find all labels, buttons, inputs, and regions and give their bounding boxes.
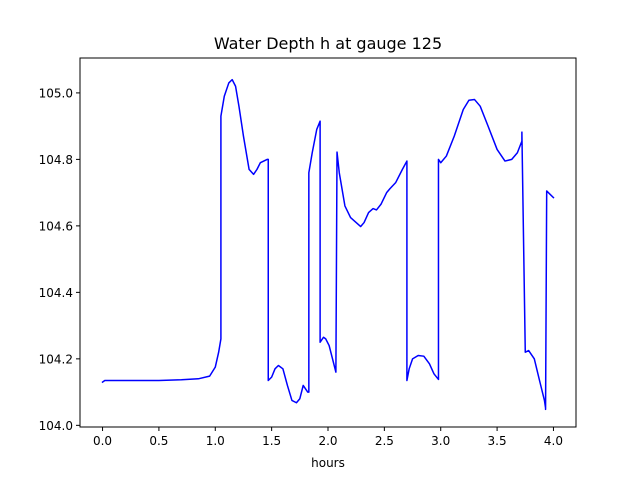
y-axis-ticks: 104.0 104.2 104.4 104.6 104.8 105.0 bbox=[39, 86, 80, 433]
chart-title: Water Depth h at gauge 125 bbox=[214, 34, 442, 53]
x-tick-label: 3.0 bbox=[431, 434, 450, 448]
x-tick-label: 0.5 bbox=[149, 434, 168, 448]
y-tick-label: 104.6 bbox=[39, 219, 73, 233]
y-tick-label: 104.0 bbox=[39, 419, 73, 433]
x-tick-label: 2.5 bbox=[375, 434, 394, 448]
y-tick-label: 104.2 bbox=[39, 352, 73, 366]
plot-area bbox=[101, 78, 555, 411]
axes-frame bbox=[79, 57, 577, 428]
y-tick-label: 104.4 bbox=[39, 286, 73, 300]
x-tick-label: 3.5 bbox=[488, 434, 507, 448]
x-tick-label: 0.0 bbox=[93, 434, 112, 448]
x-tick-label: 4.0 bbox=[544, 434, 563, 448]
series-layer bbox=[101, 78, 555, 411]
x-axis-ticks: 0.0 0.5 1.0 1.5 2.0 2.5 3.0 3.5 4.0 bbox=[93, 427, 563, 448]
y-tick-label: 104.8 bbox=[39, 153, 73, 167]
x-tick-label: 2.0 bbox=[318, 434, 337, 448]
x-tick-label: 1.5 bbox=[262, 434, 281, 448]
series-line bbox=[101, 78, 555, 411]
x-tick-label: 1.0 bbox=[206, 434, 225, 448]
y-tick-label: 105.0 bbox=[39, 86, 73, 100]
x-axis-label: hours bbox=[311, 456, 345, 470]
